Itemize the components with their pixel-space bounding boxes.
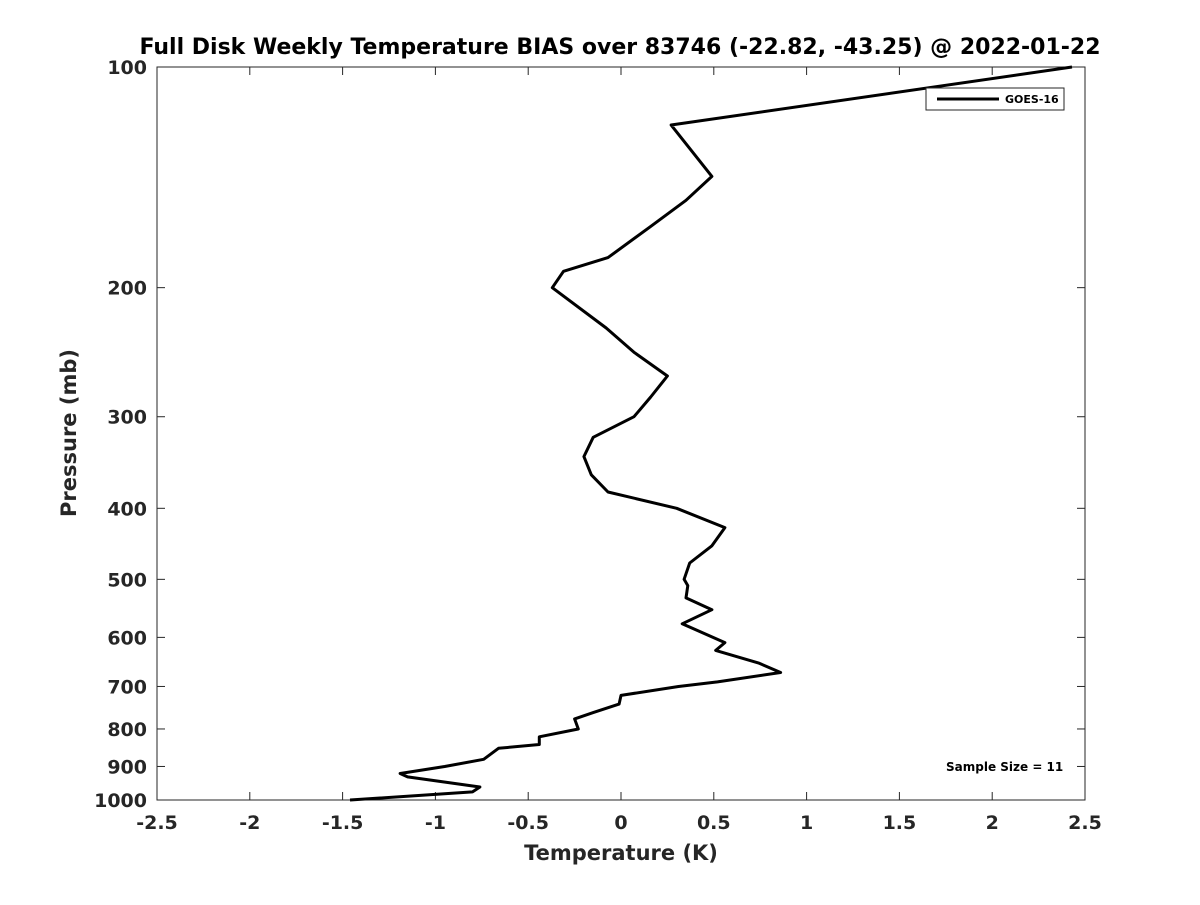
y-tick-label: 1000 bbox=[94, 790, 147, 812]
x-tick-label: -0.5 bbox=[507, 812, 549, 834]
x-tick-label: 0.5 bbox=[697, 812, 731, 834]
x-tick-label: -2.5 bbox=[136, 812, 178, 834]
plot-area-frame bbox=[156, 66, 1086, 801]
y-tick-label: 100 bbox=[107, 57, 147, 79]
x-tick-label: 1.5 bbox=[883, 812, 917, 834]
x-tick-label: 0 bbox=[614, 812, 627, 834]
chart-title: Full Disk Weekly Temperature BIAS over 8… bbox=[139, 35, 1100, 60]
x-tick-label: 1 bbox=[800, 812, 813, 834]
y-tick-label: 400 bbox=[107, 498, 147, 520]
series-line-goes-16 bbox=[349, 65, 1073, 802]
y-tick-label: 200 bbox=[107, 278, 147, 300]
y-tick-label: 700 bbox=[107, 676, 147, 698]
x-tick-label: 2 bbox=[986, 812, 999, 834]
x-axis: -2.5 -2 -1.5 -1 -0.5 0 0.5 1 1.5 2 2.5 bbox=[136, 67, 1102, 834]
legend: GOES-16 bbox=[925, 87, 1065, 111]
sample-size-annotation: Sample Size = 11 bbox=[946, 760, 1063, 774]
y-axis: 100 200 300 400 500 600 700 800 900 1000 bbox=[94, 57, 1085, 812]
x-tick-label: -2 bbox=[239, 812, 260, 834]
y-tick-label: 800 bbox=[107, 719, 147, 741]
legend-entry-goes-16: GOES-16 bbox=[1005, 93, 1059, 106]
x-tick-label: -1 bbox=[425, 812, 446, 834]
y-tick-label: 600 bbox=[107, 627, 147, 649]
y-tick-label: 300 bbox=[107, 407, 147, 429]
x-axis-label: Temperature (K) bbox=[524, 841, 718, 865]
y-tick-label: 900 bbox=[107, 756, 147, 778]
x-tick-label: 2.5 bbox=[1068, 812, 1102, 834]
series-layer bbox=[349, 65, 1073, 802]
x-tick-label: -1.5 bbox=[322, 812, 364, 834]
y-axis-label: Pressure (mb) bbox=[57, 349, 81, 517]
y-tick-label: 500 bbox=[107, 569, 147, 591]
